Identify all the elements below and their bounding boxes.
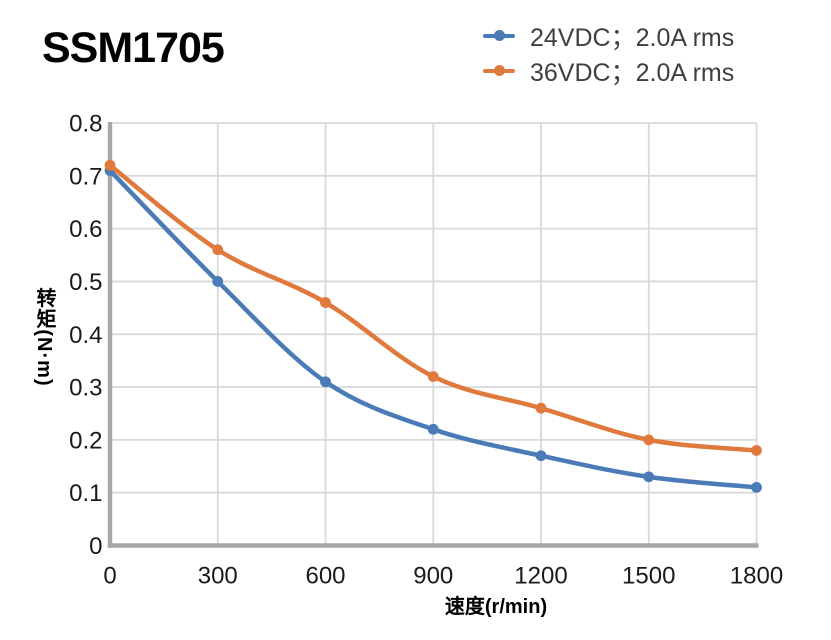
x-tick-label: 300 <box>198 563 238 590</box>
x-tick-label: 1500 <box>622 563 675 590</box>
data-point-marker-series-0 <box>427 423 439 435</box>
legend: 24VDC；2.0A rms 36VDC；2.0A rms <box>483 19 734 87</box>
y-tick-label: 0 <box>89 533 102 560</box>
data-point-marker-series-1 <box>320 297 331 308</box>
legend-item-0: 24VDC；2.0A rms <box>483 19 734 52</box>
data-point-marker-series-0 <box>535 450 547 462</box>
x-tick-label: 600 <box>305 563 345 590</box>
y-tick-label: 0.7 <box>69 163 102 190</box>
x-tick-label: 1200 <box>514 563 567 590</box>
x-tick-label: 0 <box>103 563 116 590</box>
legend-marker-dot <box>493 30 505 41</box>
x-axis-label: 速度(r/min) <box>444 596 548 618</box>
x-tick-label: 1800 <box>730 563 783 590</box>
x-tick-label: 900 <box>413 563 453 590</box>
legend-line-dot-marker <box>483 65 515 76</box>
y-tick-label: 0.8 <box>69 111 102 138</box>
data-point-marker-series-1 <box>643 434 655 446</box>
data-point-marker-series-1 <box>751 445 762 456</box>
y-tick-label: 0.6 <box>69 216 102 243</box>
legend-item-label: 36VDC；2.0A rms <box>530 58 735 87</box>
y-tick-label: 0.5 <box>69 269 102 296</box>
data-point-marker-series-1 <box>212 244 224 256</box>
y-tick-label: 0.3 <box>69 375 102 402</box>
legend-marker-dot <box>493 65 505 76</box>
legend-line-dot-marker <box>483 30 515 41</box>
chart-title: SSM1705 <box>42 24 225 72</box>
y-tick-label: 0.4 <box>69 322 102 349</box>
y-tick-label: 0.1 <box>69 480 102 507</box>
data-point-marker-series-1 <box>427 371 439 382</box>
data-point-marker-series-0 <box>751 482 762 493</box>
data-point-marker-series-0 <box>212 276 224 287</box>
data-point-marker-series-1 <box>535 402 547 414</box>
data-point-marker-series-0 <box>643 471 655 483</box>
data-point-marker-series-1 <box>104 159 116 171</box>
y-axis-label: 转矩(N·m) <box>33 287 55 387</box>
y-tick-label: 0.2 <box>69 427 102 454</box>
data-point-marker-series-0 <box>320 376 331 388</box>
legend-item-1: 36VDC；2.0A rms <box>483 54 734 87</box>
legend-item-label: 24VDC；2.0A rms <box>530 23 735 52</box>
